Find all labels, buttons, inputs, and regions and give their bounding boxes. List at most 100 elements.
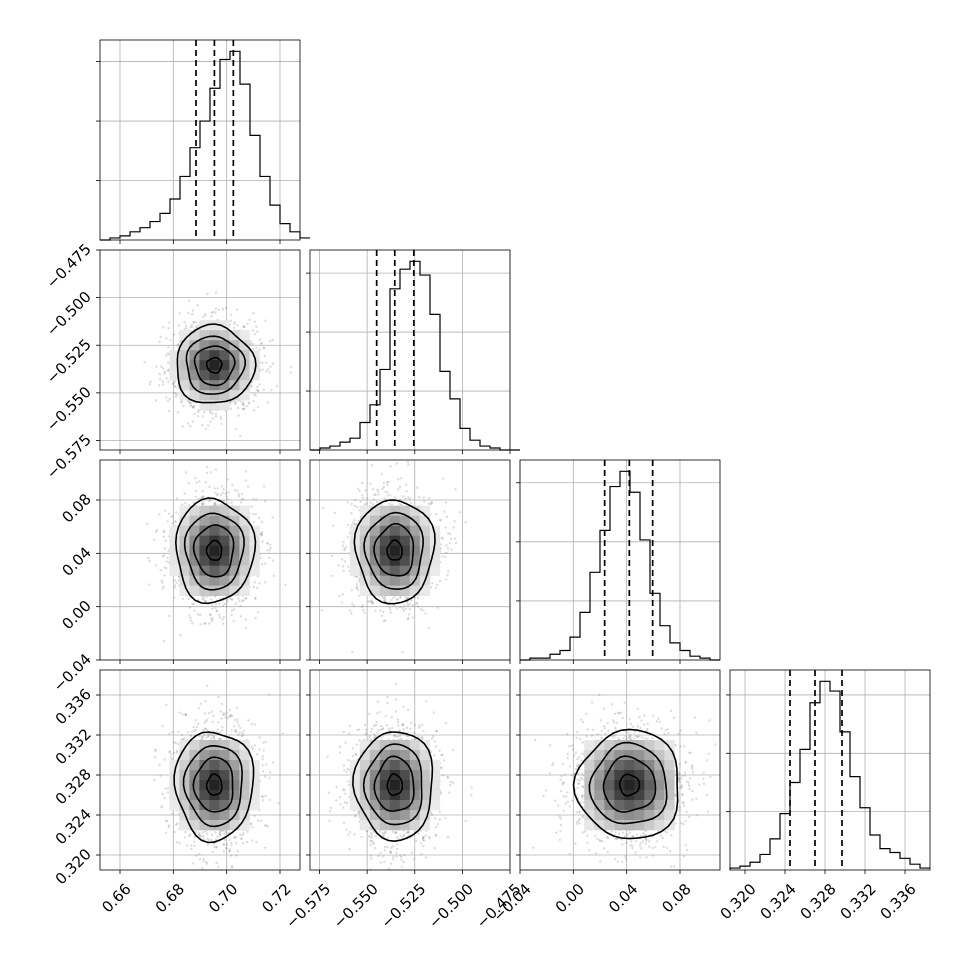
sample-point (234, 401, 238, 404)
density-cell (199, 535, 210, 546)
density-cell (169, 555, 180, 566)
sample-point (220, 485, 224, 488)
density-cell (429, 565, 441, 576)
sample-point (239, 615, 243, 618)
sample-point (405, 596, 408, 600)
sample-point (190, 401, 193, 404)
sample-point (254, 617, 257, 620)
sample-point (205, 862, 209, 865)
sample-point (226, 478, 229, 481)
density-cell (219, 390, 230, 401)
sample-point (254, 671, 256, 673)
sample-point (147, 556, 150, 560)
sample-point (347, 565, 350, 568)
sample-point (230, 613, 233, 617)
sample-point (439, 543, 442, 546)
sample-point (249, 384, 253, 387)
sample-point (354, 499, 357, 502)
density-cell (179, 360, 190, 371)
sample-point (453, 537, 457, 540)
sample-point (166, 361, 170, 364)
sample-point (260, 533, 263, 536)
panel-frame (519, 459, 721, 661)
sample-point (187, 482, 190, 485)
density-cell (399, 565, 411, 576)
sample-point (176, 343, 180, 346)
sample-point (201, 597, 204, 600)
sample-point (351, 650, 354, 653)
sample-point (192, 321, 195, 324)
density-cell (199, 370, 210, 381)
sample-point (256, 385, 259, 388)
density-cell (209, 505, 220, 516)
sample-point (240, 497, 244, 501)
sample-point (407, 596, 410, 599)
sample-point (169, 756, 172, 759)
sample-point (427, 502, 430, 505)
sample-point (239, 604, 242, 608)
sample-point (254, 596, 257, 600)
sample-point (166, 352, 169, 355)
sample-point (173, 584, 177, 587)
sample-point (227, 491, 230, 494)
sample-point (171, 522, 174, 525)
density-cell (399, 505, 411, 516)
density-cell (359, 515, 371, 526)
density-cell (399, 585, 411, 596)
density-cell (429, 555, 441, 566)
sample-point (165, 567, 168, 570)
sample-point (162, 367, 165, 370)
sample-point (215, 609, 218, 612)
sample-point (192, 320, 195, 324)
sample-point (168, 397, 171, 401)
density-cell (199, 330, 210, 341)
density-cell (369, 535, 381, 546)
sample-point (193, 412, 196, 415)
sample-point (388, 494, 392, 497)
sample-point (194, 489, 198, 493)
sample-point (214, 415, 218, 418)
sample-point (330, 574, 333, 578)
density-cell (229, 350, 240, 361)
sample-point (443, 510, 446, 513)
sample-point (214, 502, 217, 505)
sample-point (380, 472, 383, 476)
density-cell (369, 525, 381, 536)
density-cell (209, 545, 220, 556)
sample-point (395, 462, 398, 465)
density-cell (189, 515, 200, 526)
sample-point (259, 556, 262, 560)
sample-point (253, 320, 256, 323)
sample-point (370, 464, 374, 467)
density-cell (379, 575, 391, 586)
sample-point (446, 574, 449, 577)
sample-point (322, 506, 325, 510)
sample-point (165, 560, 168, 563)
sample-point (173, 596, 176, 599)
sample-point (398, 498, 402, 501)
density-cell (189, 555, 200, 566)
sample-point (411, 604, 414, 607)
sample-point (163, 547, 167, 550)
contour-level-2 (363, 511, 424, 590)
sample-point (202, 315, 205, 319)
sample-point (170, 515, 173, 519)
sample-point (221, 491, 224, 495)
sample-point (166, 346, 170, 349)
sample-point (252, 497, 255, 501)
density-cell (409, 555, 421, 566)
density-cell (399, 525, 411, 536)
density-cell (419, 555, 431, 566)
sample-point (405, 490, 408, 493)
sample-point (206, 837, 209, 840)
sample-point (187, 311, 190, 315)
sample-point (166, 369, 170, 372)
sample-point (201, 496, 204, 499)
sample-point (211, 311, 215, 314)
sample-point (146, 522, 149, 525)
sample-point (267, 556, 271, 560)
sample-point (375, 500, 379, 504)
sample-point (453, 520, 456, 523)
density-cell (239, 340, 250, 351)
sample-point (385, 481, 389, 484)
